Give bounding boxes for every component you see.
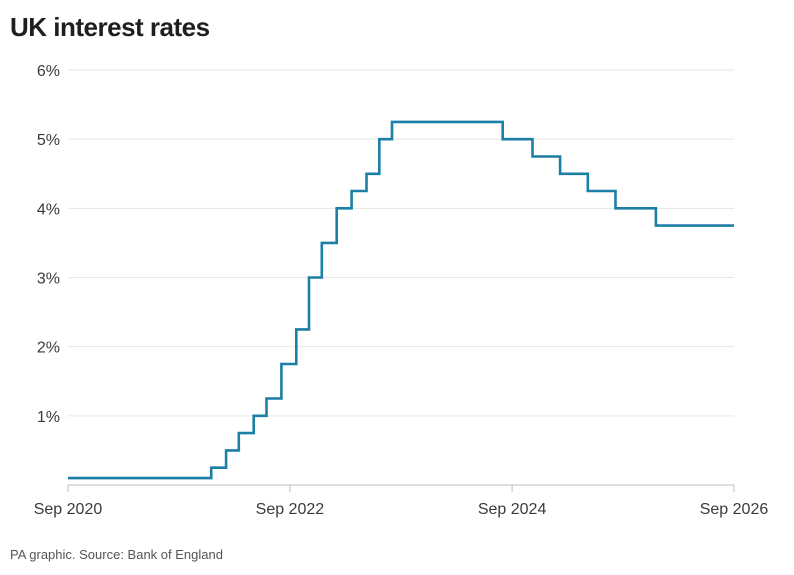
x-tick-label: Sep 2020 — [34, 501, 103, 518]
y-tick-label: 2% — [37, 340, 60, 357]
x-tick-label: Sep 2024 — [478, 501, 547, 518]
y-tick-label: 4% — [37, 201, 60, 218]
grid-layer — [68, 69, 734, 417]
series-layer — [68, 120, 734, 480]
x-tick-label: Sep 2026 — [700, 501, 769, 518]
chart-title: UK interest rates — [10, 12, 210, 42]
source-caption: PA graphic. Source: Bank of England — [10, 547, 223, 562]
y-tick-label: 1% — [37, 409, 60, 426]
y-tick-label: 6% — [37, 63, 60, 80]
y-tick-label: 5% — [37, 132, 60, 149]
x-tick-label: Sep 2022 — [256, 501, 325, 518]
axis-layer: 1% 2% 3% 4% 5% 6% Sep 2020 Sep 2022 Sep 2024 Sep … — [34, 63, 769, 518]
interest-rate-line — [68, 120, 734, 480]
y-tick-label: 3% — [37, 271, 60, 288]
